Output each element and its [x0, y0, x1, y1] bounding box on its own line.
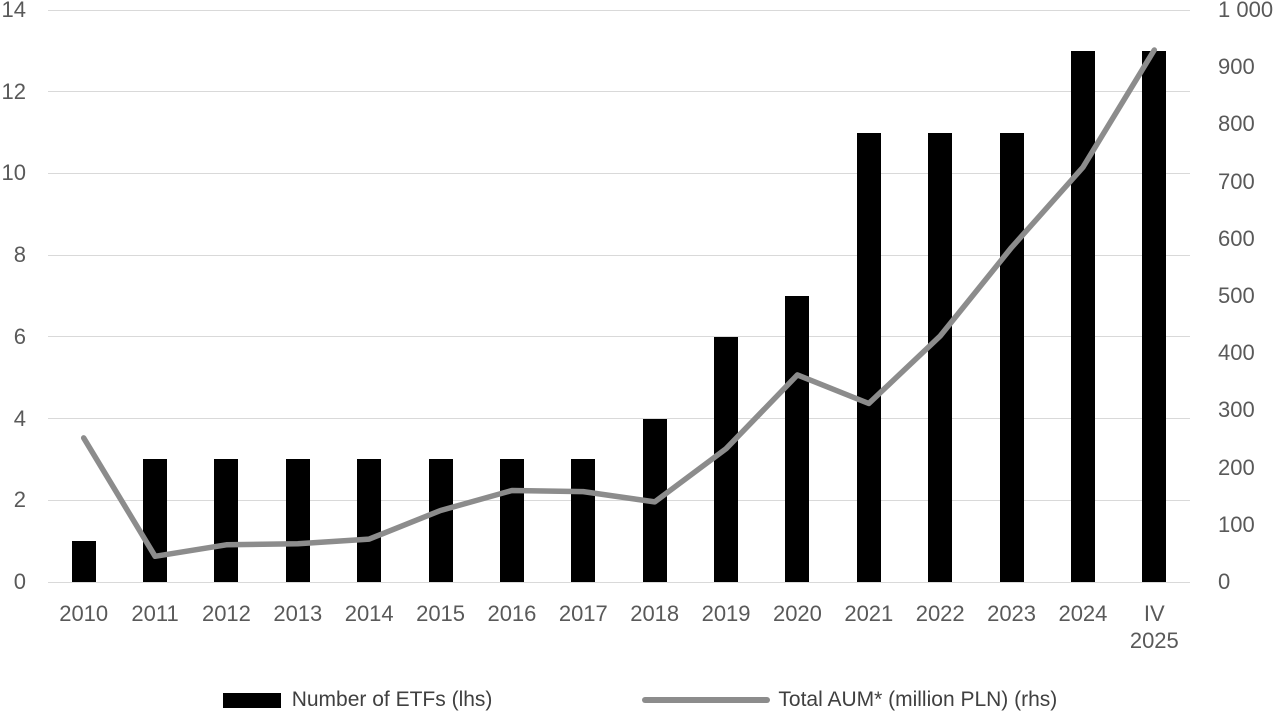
left-tick-12: 12 [1, 78, 26, 104]
aum-line [80, 47, 1158, 560]
x-label-2021: 2021 [844, 601, 894, 626]
bar-series-swatch [222, 692, 281, 708]
right-tick-600: 600 [1218, 225, 1255, 251]
x-label-2014: 2014 [344, 601, 394, 626]
left-tick-14: 14 [1, 0, 26, 22]
right-tick-200: 200 [1218, 454, 1255, 480]
right-tick-0: 0 [1218, 569, 1231, 594]
right-tick-100: 100 [1218, 511, 1255, 537]
left-tick-2: 2 [13, 487, 26, 513]
x-label-2022: 2022 [915, 601, 965, 626]
bar-IV-2025 [1142, 50, 1167, 582]
bar-2012 [214, 459, 239, 582]
gridline-2 [48, 499, 1190, 501]
plot-area [48, 9, 1190, 583]
legend-item-total-aum: Total AUM* (million PLN) (rhs) [642, 688, 1057, 712]
gridline-12 [48, 91, 1190, 93]
bar-2024 [1070, 50, 1095, 582]
legend-label-total-aum: Total AUM* (million PLN) (rhs) [778, 688, 1058, 711]
right-tick-500: 500 [1218, 283, 1255, 308]
x-label-2016: 2016 [487, 601, 537, 626]
bar-2014 [357, 459, 382, 582]
x-label-2018: 2018 [630, 601, 680, 626]
bar-2015 [428, 459, 453, 582]
left-tick-8: 8 [13, 242, 26, 268]
x-label-2017: 2017 [558, 601, 608, 626]
legend-item-number-of-etfs: Number of ETFs (lhs) [222, 688, 493, 712]
legend-label-number-of-etfs: Number of ETFs (lhs) [291, 688, 493, 711]
x-label-2015: 2015 [416, 601, 466, 626]
x-axis: 2010 2011 2012 2013 2014 2015 2016 2017 2018 2019… [48, 600, 1190, 670]
x-label-IV-2025: IV 2025 [1129, 601, 1179, 653]
gridline-0 [48, 581, 1190, 583]
x-label-2024: 2024 [1058, 601, 1108, 626]
x-label-2012: 2012 [201, 601, 251, 626]
right-axis: 0 100 200 300 400 500 600 700 800 900 1 000 [1218, 0, 1280, 594]
bar-2013 [285, 459, 310, 582]
left-axis: 0 2 4 6 8 10 12 14 [0, 0, 26, 594]
bar-2016 [499, 459, 524, 582]
right-tick-300: 300 [1218, 397, 1255, 423]
bar-2022 [928, 132, 953, 582]
bar-2019 [714, 336, 739, 582]
right-tick-700: 700 [1218, 168, 1255, 194]
bar-2010 [71, 541, 96, 582]
left-tick-6: 6 [13, 323, 26, 349]
gridline-4 [48, 418, 1190, 420]
right-tick-400: 400 [1218, 340, 1255, 366]
x-label-2020: 2020 [772, 601, 822, 626]
x-label-2010: 2010 [59, 601, 109, 626]
aum-line-layer [80, 47, 1158, 560]
left-tick-0: 0 [13, 569, 26, 594]
legend: Number of ETFs (lhs) Total AUM* (million… [0, 686, 1280, 714]
bar-2023 [999, 132, 1024, 582]
right-tick-1000: 1 000 [1218, 0, 1274, 22]
bar-2020 [785, 296, 810, 582]
line-series-swatch [642, 697, 771, 703]
bar-2011 [143, 459, 168, 582]
x-label-2011: 2011 [131, 601, 179, 626]
x-label-2023: 2023 [987, 601, 1037, 626]
left-tick-4: 4 [13, 405, 26, 431]
gridline-6 [48, 336, 1190, 338]
right-tick-800: 800 [1218, 111, 1255, 137]
bar-2017 [571, 459, 596, 582]
bar-2021 [856, 132, 881, 582]
gridline-8 [48, 254, 1190, 256]
x-label-2013: 2013 [273, 601, 323, 626]
gridline-14 [48, 9, 1190, 11]
x-label-2019: 2019 [701, 601, 751, 626]
right-tick-900: 900 [1218, 54, 1255, 80]
gridline-10 [48, 172, 1190, 174]
left-tick-10: 10 [1, 160, 26, 186]
